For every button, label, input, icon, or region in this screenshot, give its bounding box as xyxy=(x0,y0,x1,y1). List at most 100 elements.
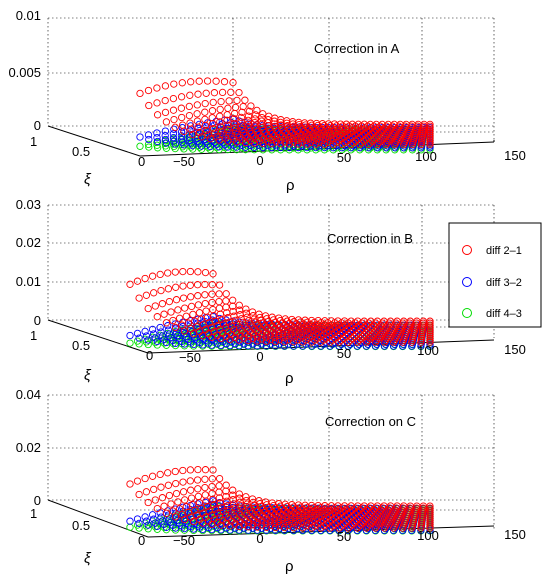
data-point xyxy=(289,138,298,146)
data-point xyxy=(289,142,298,150)
data-point xyxy=(142,291,151,299)
data-point xyxy=(162,118,171,126)
data-point xyxy=(295,330,303,338)
data-point xyxy=(208,114,216,122)
data-point xyxy=(164,469,172,477)
data-point xyxy=(172,296,181,304)
data-point xyxy=(400,317,408,325)
data-point xyxy=(275,524,283,532)
legend-entry: diff 3–2 xyxy=(462,277,522,289)
panel-a-title: Correction in A xyxy=(314,41,400,56)
data-point xyxy=(356,146,364,154)
data-point xyxy=(279,522,287,530)
panel-a-xtick: 100 xyxy=(415,149,437,164)
data-point xyxy=(363,506,371,514)
data-point xyxy=(162,509,171,517)
data-point xyxy=(167,308,175,316)
data-point xyxy=(135,490,143,499)
data-point xyxy=(151,496,159,504)
data-point xyxy=(372,120,380,129)
data-point xyxy=(172,479,180,488)
data-point xyxy=(222,290,230,298)
data-point xyxy=(171,505,179,513)
data-point xyxy=(285,146,294,154)
data-point xyxy=(244,523,252,531)
data-point xyxy=(244,526,252,534)
data-point xyxy=(211,129,219,137)
data-point xyxy=(317,133,325,141)
data-point xyxy=(382,140,390,149)
data-point xyxy=(253,523,261,531)
data-point xyxy=(257,524,266,532)
data-point xyxy=(178,113,186,122)
data-point xyxy=(201,483,209,492)
data-point xyxy=(181,304,189,312)
data-point xyxy=(197,315,205,323)
data-point xyxy=(194,492,203,501)
data-point xyxy=(213,133,221,141)
data-point xyxy=(229,296,237,304)
panel-a-ztick: 0 xyxy=(34,118,41,133)
data-point xyxy=(144,521,152,529)
data-point xyxy=(374,334,382,343)
data-point xyxy=(157,513,165,521)
data-point xyxy=(171,123,179,131)
data-point xyxy=(235,522,243,531)
data-point xyxy=(394,135,402,143)
data-point xyxy=(384,137,393,145)
panel-c-data xyxy=(126,465,434,535)
data-point xyxy=(353,526,361,535)
data-point xyxy=(294,143,302,152)
panel-b-ytick: 0 xyxy=(146,348,153,363)
data-point xyxy=(169,316,177,325)
data-point xyxy=(266,331,274,339)
data-point xyxy=(202,89,210,97)
data-point xyxy=(126,517,134,525)
data-point xyxy=(294,140,302,148)
data-point xyxy=(223,116,231,124)
data-point xyxy=(179,478,187,486)
data-point xyxy=(204,131,212,139)
data-point xyxy=(153,84,161,92)
data-point xyxy=(193,476,202,484)
panel-a-xlabel: ρ xyxy=(286,177,295,194)
data-point xyxy=(253,333,261,341)
data-point xyxy=(135,519,143,528)
data-point xyxy=(208,119,217,128)
data-point xyxy=(354,120,363,128)
data-point xyxy=(153,111,162,119)
data-point xyxy=(271,342,280,350)
data-point xyxy=(302,511,311,520)
panel-a-xtick: −50 xyxy=(173,154,195,169)
data-point xyxy=(144,86,153,95)
panel-b-xtick: 50 xyxy=(337,346,351,361)
data-point xyxy=(180,145,188,153)
data-point xyxy=(189,310,197,319)
data-point xyxy=(252,111,260,119)
data-point xyxy=(426,334,434,343)
data-point xyxy=(275,521,283,530)
data-point xyxy=(426,128,434,136)
data-point xyxy=(153,504,161,513)
data-point xyxy=(223,121,231,129)
data-point xyxy=(295,515,303,524)
data-point xyxy=(216,123,225,131)
data-point xyxy=(300,332,308,340)
data-point xyxy=(426,138,434,147)
data-point xyxy=(216,118,224,126)
legend-marker-icon xyxy=(462,245,472,255)
data-point xyxy=(295,118,303,127)
data-point xyxy=(251,118,259,127)
data-point xyxy=(211,142,219,150)
data-point xyxy=(253,342,261,350)
data-point xyxy=(153,133,161,142)
data-point xyxy=(287,330,295,338)
data-point xyxy=(150,520,158,528)
data-point xyxy=(164,285,173,293)
data-point xyxy=(336,120,345,128)
data-point xyxy=(178,135,186,143)
panel-c: Correction on C 0.04 0.02 0 1 0.5 0 −50 … xyxy=(16,387,526,575)
data-point xyxy=(186,466,195,474)
data-point xyxy=(193,511,201,519)
